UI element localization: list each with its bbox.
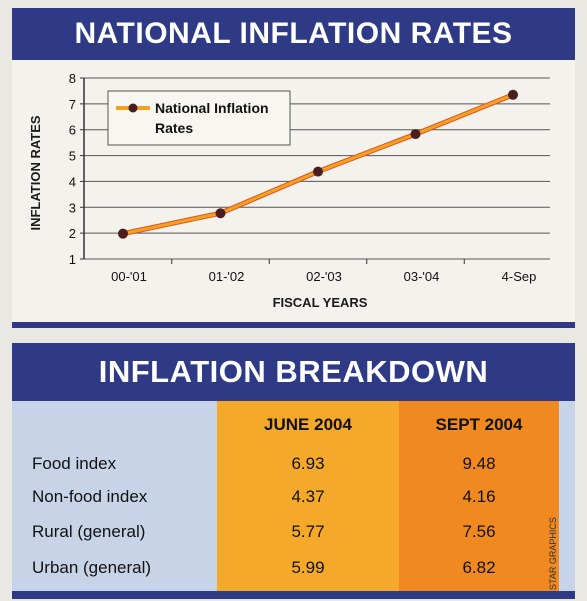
breakdown-table: JUNE 2004 SEPT 2004 Food index 6.93 9.48… bbox=[12, 401, 575, 599]
y-tick-label: 3 bbox=[69, 200, 76, 215]
legend-box bbox=[107, 90, 291, 146]
legend-label-line1: National Inflation bbox=[155, 100, 269, 116]
legend-label-line2: Rates bbox=[155, 120, 193, 136]
breakdown-title: INFLATION BREAKDOWN bbox=[98, 354, 489, 389]
x-tick-label: 02-'03 bbox=[306, 269, 342, 284]
x-axis-label: FISCAL YEARS bbox=[273, 295, 368, 310]
y-tick-label: 6 bbox=[69, 123, 76, 138]
cell-urban-sept: 6.82 bbox=[462, 558, 496, 577]
x-tick-label: 03-'04 bbox=[404, 269, 440, 284]
y-tick-labels: 1 2 3 4 5 6 7 8 bbox=[69, 71, 76, 267]
cell-urban-june: 5.99 bbox=[291, 558, 325, 577]
cell-food-sept: 9.48 bbox=[462, 454, 496, 473]
y-tick-label: 8 bbox=[69, 71, 76, 86]
x-tick-label: 00-'01 bbox=[111, 269, 147, 284]
x-tick-labels: 00-'01 01-'02 02-'03 03-'04 4-Sep bbox=[111, 269, 536, 284]
legend-swatch-marker bbox=[128, 103, 138, 113]
y-tick-label: 2 bbox=[69, 226, 76, 241]
y-tick-label: 1 bbox=[69, 252, 76, 267]
cell-rural-june: 5.77 bbox=[291, 522, 325, 541]
data-point bbox=[118, 228, 128, 239]
data-point bbox=[313, 166, 323, 177]
source-credit: STAR GRAPHICS bbox=[548, 517, 558, 590]
row-label-rural: Rural (general) bbox=[32, 522, 146, 541]
y-tick-label: 5 bbox=[69, 149, 76, 164]
row-label-non-food: Non-food index bbox=[32, 487, 148, 506]
row-label-urban: Urban (general) bbox=[32, 558, 152, 577]
cell-rural-sept: 7.56 bbox=[462, 522, 496, 541]
inflation-line-chart: 1 2 3 4 5 6 7 8 00-'01 01-'02 02-'03 03-'04 4-Sep I… bbox=[28, 71, 550, 310]
data-point bbox=[410, 129, 421, 140]
cell-non-food-sept: 4.16 bbox=[462, 487, 496, 506]
chart-title: NATIONAL INFLATION RATES bbox=[74, 17, 513, 50]
chart-series bbox=[118, 89, 518, 239]
y-tick-label: 7 bbox=[69, 97, 76, 112]
y-tick-label: 4 bbox=[69, 174, 76, 189]
data-point bbox=[508, 89, 518, 100]
row-label-food: Food index bbox=[32, 454, 117, 473]
breakdown-title-banner: INFLATION BREAKDOWN bbox=[12, 343, 575, 401]
x-tick-label: 4-Sep bbox=[502, 269, 537, 284]
column-header-june: JUNE 2004 bbox=[264, 415, 352, 434]
chart-legend: National Inflation Rates bbox=[107, 90, 291, 146]
chart-title-banner: NATIONAL INFLATION RATES bbox=[12, 8, 575, 60]
y-axis-label: INFLATION RATES bbox=[28, 115, 43, 230]
chart-panel: 1 2 3 4 5 6 7 8 00-'01 01-'02 02-'03 03-'04 4-Sep I… bbox=[12, 60, 575, 328]
cell-food-june: 6.93 bbox=[291, 454, 325, 473]
cell-non-food-june: 4.37 bbox=[291, 487, 325, 506]
data-point bbox=[215, 208, 226, 219]
x-tick-label: 01-'02 bbox=[209, 269, 245, 284]
sept-column-background bbox=[399, 401, 559, 591]
june-column-background bbox=[217, 401, 399, 591]
column-header-sept: SEPT 2004 bbox=[435, 415, 523, 434]
